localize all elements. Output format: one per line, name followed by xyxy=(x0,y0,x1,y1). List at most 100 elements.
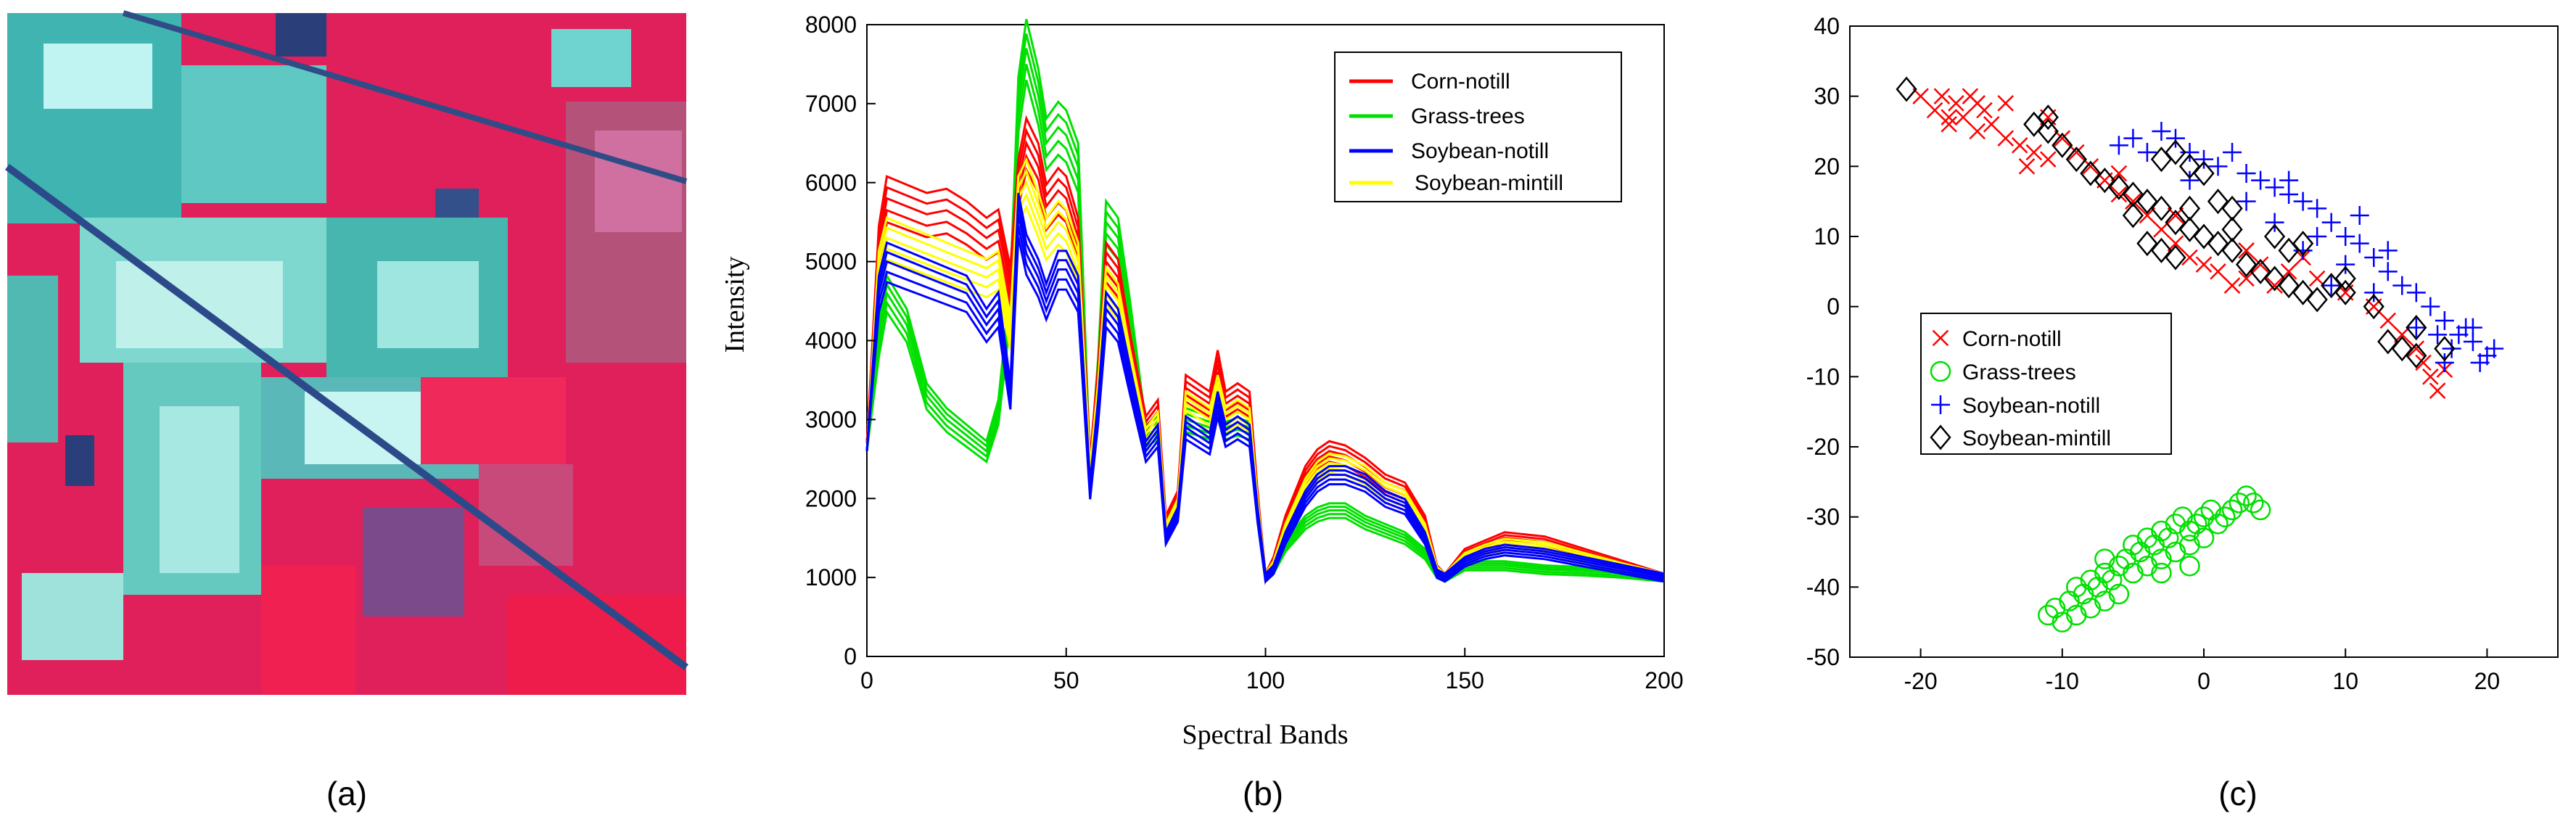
point-soybean-mintill xyxy=(2150,237,2173,263)
point-soybean-notill xyxy=(2321,276,2341,295)
point-soybean-mintill xyxy=(2334,279,2356,305)
legend-label-soy-mintill: Soybean-mintill xyxy=(1962,427,2111,450)
point-soybean-notill xyxy=(2378,262,2398,281)
point-soybean-mintill xyxy=(2434,336,2456,362)
x-tick-label: 0 xyxy=(2197,668,2210,694)
legend-label-corn: Corn-notill xyxy=(1962,327,2062,351)
y-tick-label: 0 xyxy=(844,643,857,670)
series-line-soybean-mintill-0 xyxy=(865,205,1665,585)
point-soybean-notill xyxy=(2463,318,2482,337)
point-corn-notill xyxy=(1941,116,1957,133)
point-soybean-notill xyxy=(2308,227,2327,246)
point-corn-notill xyxy=(2110,165,2128,182)
y-tick-label: -20 xyxy=(1806,434,1840,460)
point-grass-trees xyxy=(2123,535,2144,556)
point-grass-trees xyxy=(2221,499,2243,521)
point-corn-notill xyxy=(2266,277,2283,294)
point-grass-trees xyxy=(2115,548,2136,569)
point-corn-notill xyxy=(1948,95,1964,112)
point-corn-notill xyxy=(1969,95,1986,112)
scatter-chart: -20 -10 0 10 20 -50 -40 -30 -20 -10 0 10 20 30 40 Corn… xyxy=(1806,13,2559,812)
point-corn-notill xyxy=(2139,207,2156,224)
point-soybean-notill xyxy=(2223,143,2242,162)
point-corn-notill xyxy=(2252,256,2269,273)
x-tick-label: 0 xyxy=(860,667,873,693)
point-grass-trees xyxy=(2193,527,2215,548)
point-soybean-notill xyxy=(2208,157,2228,176)
point-soybean-notill xyxy=(2265,178,2284,197)
point-corn-notill xyxy=(2082,158,2099,175)
point-soybean-mintill xyxy=(2377,329,2399,355)
point-soybean-mintill xyxy=(2221,237,2243,263)
series-line-soybean-mintill-3 xyxy=(865,168,1665,579)
series-line-soybean-mintill-2 xyxy=(865,180,1665,581)
point-corn-notill xyxy=(1969,123,1986,140)
point-grass-trees xyxy=(2165,514,2186,535)
legend-b: Corn-notill Grass-trees Soybean-notill S… xyxy=(1334,52,1622,202)
point-soybean-mintill xyxy=(2406,342,2427,368)
point-corn-notill xyxy=(2210,263,2226,280)
point-corn-notill xyxy=(2181,249,2198,266)
series-line-soybean-mintill-1 xyxy=(865,192,1665,583)
panel-b: 0 50 100 150 200 0 1000 2000 3000 4000 5000 6000 700… xyxy=(696,0,1712,824)
series-line-corn-notill-4 xyxy=(865,115,1665,578)
legend-marker-grass-trees xyxy=(1930,360,1951,382)
point-grass-trees xyxy=(2151,548,2172,569)
false-color-image xyxy=(5,10,688,695)
caption-a: (a) xyxy=(326,775,367,812)
point-grass-trees xyxy=(2250,499,2271,521)
point-corn-notill xyxy=(2223,277,2241,294)
series-line-corn-notill-2 xyxy=(865,139,1665,582)
point-corn-notill xyxy=(1997,95,2015,112)
point-corn-notill xyxy=(2068,144,2085,161)
y-tick-label: 2000 xyxy=(805,485,857,511)
y-tick-label: 6000 xyxy=(805,170,857,196)
y-tick-label: -40 xyxy=(1806,574,1840,600)
point-soybean-notill xyxy=(2165,128,2185,148)
point-soybean-mintill xyxy=(2221,195,2243,221)
point-grass-trees xyxy=(2073,583,2094,605)
legend-label-corn: Corn-notill xyxy=(1411,70,1510,94)
point-soybean-mintill xyxy=(2221,216,2243,242)
y-tick-label: 3000 xyxy=(805,406,857,432)
point-corn-notill xyxy=(2167,235,2184,252)
point-soybean-notill xyxy=(2336,255,2355,274)
caption-b: (b) xyxy=(1243,775,1283,812)
point-grass-trees xyxy=(2094,590,2115,611)
point-soybean-mintill xyxy=(1896,76,1917,102)
point-soybean-mintill xyxy=(2052,132,2073,158)
point-grass-trees xyxy=(2129,541,2151,563)
point-corn-notill xyxy=(1954,109,1972,125)
point-soybean-notill xyxy=(2435,353,2454,372)
point-soybean-notill xyxy=(2123,128,2143,148)
point-soybean-notill xyxy=(2336,227,2355,246)
point-soybean-notill xyxy=(2279,170,2299,190)
y-tick-label: 8000 xyxy=(805,12,857,38)
legend-label-soy-notill: Soybean-notill xyxy=(1962,394,2100,418)
scatter-points-group xyxy=(1896,76,2504,633)
y-tick-label: 10 xyxy=(1814,223,1840,250)
point-soybean-notill xyxy=(2442,339,2461,358)
point-corn-notill xyxy=(2054,130,2071,147)
point-soybean-mintill xyxy=(2193,160,2215,186)
point-soybean-mintill xyxy=(2178,195,2201,221)
point-soybean-mintill xyxy=(2306,287,2328,313)
point-soybean-mintill xyxy=(2165,139,2186,165)
point-soybean-notill xyxy=(2406,318,2426,337)
point-grass-trees xyxy=(2101,569,2123,590)
point-soybean-notill xyxy=(2265,213,2284,232)
point-soybean-notill xyxy=(2109,136,2128,155)
point-corn-notill xyxy=(2011,137,2028,154)
point-corn-notill xyxy=(2415,354,2432,371)
point-soybean-notill xyxy=(2194,149,2213,169)
point-soybean-notill xyxy=(2364,283,2384,302)
point-grass-trees xyxy=(2179,556,2200,577)
y-tick-label: -10 xyxy=(1806,363,1840,390)
point-soybean-mintill xyxy=(2136,231,2158,257)
point-soybean-mintill xyxy=(2263,223,2286,250)
point-corn-notill xyxy=(1926,102,1943,119)
point-soybean-mintill xyxy=(2080,160,2102,186)
x-tick-label: 10 xyxy=(2332,668,2358,694)
point-corn-notill xyxy=(2039,151,2057,168)
point-grass-trees xyxy=(2151,520,2172,542)
